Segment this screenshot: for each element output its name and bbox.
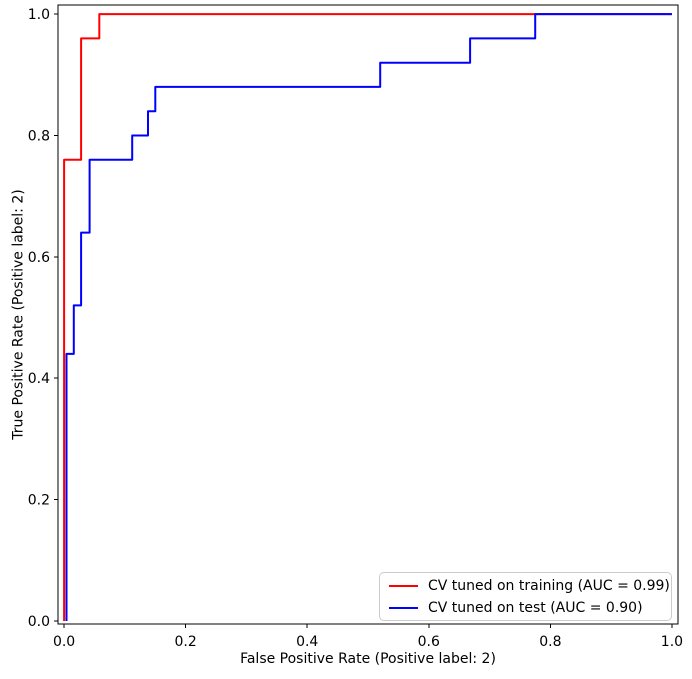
legend-box: CV tuned on training (AUC = 0.99) CV tun… (379, 572, 672, 621)
test-line-swatch (389, 606, 418, 609)
y-tick-label: 0.4 (28, 371, 50, 387)
x-tick-label: 0.0 (53, 634, 75, 650)
y-tick-label: 0.6 (28, 250, 50, 266)
y-tick-label: 0.2 (28, 493, 50, 509)
x-tick-label: 0.4 (296, 634, 318, 650)
legend-item-test: CV tuned on test (AUC = 0.90) (388, 598, 663, 617)
y-tick-label: 0.8 (28, 128, 50, 144)
x-tick-label: 0.8 (539, 634, 561, 650)
x-tick-label: 1.0 (661, 634, 683, 650)
y-axis-label: True Positive Rate (Positive label: 2) (10, 189, 27, 440)
axes-frame (57, 4, 679, 625)
x-tick-label: 0.2 (175, 634, 197, 650)
roc-curve-test (65, 13, 672, 621)
y-tick-label: 1.0 (28, 7, 50, 23)
y-tick-label: 0.0 (28, 614, 50, 630)
roc-curve-training (63, 13, 672, 621)
x-tick-label: 0.6 (418, 634, 440, 650)
legend-label-training: CV tuned on training (AUC = 0.99) (428, 577, 670, 594)
legend-item-training: CV tuned on training (AUC = 0.99) (388, 576, 670, 595)
training-line-swatch (389, 584, 418, 587)
x-axis-label: False Positive Rate (Positive label: 2) (240, 651, 496, 667)
legend-label-test: CV tuned on test (AUC = 0.90) (428, 599, 643, 616)
